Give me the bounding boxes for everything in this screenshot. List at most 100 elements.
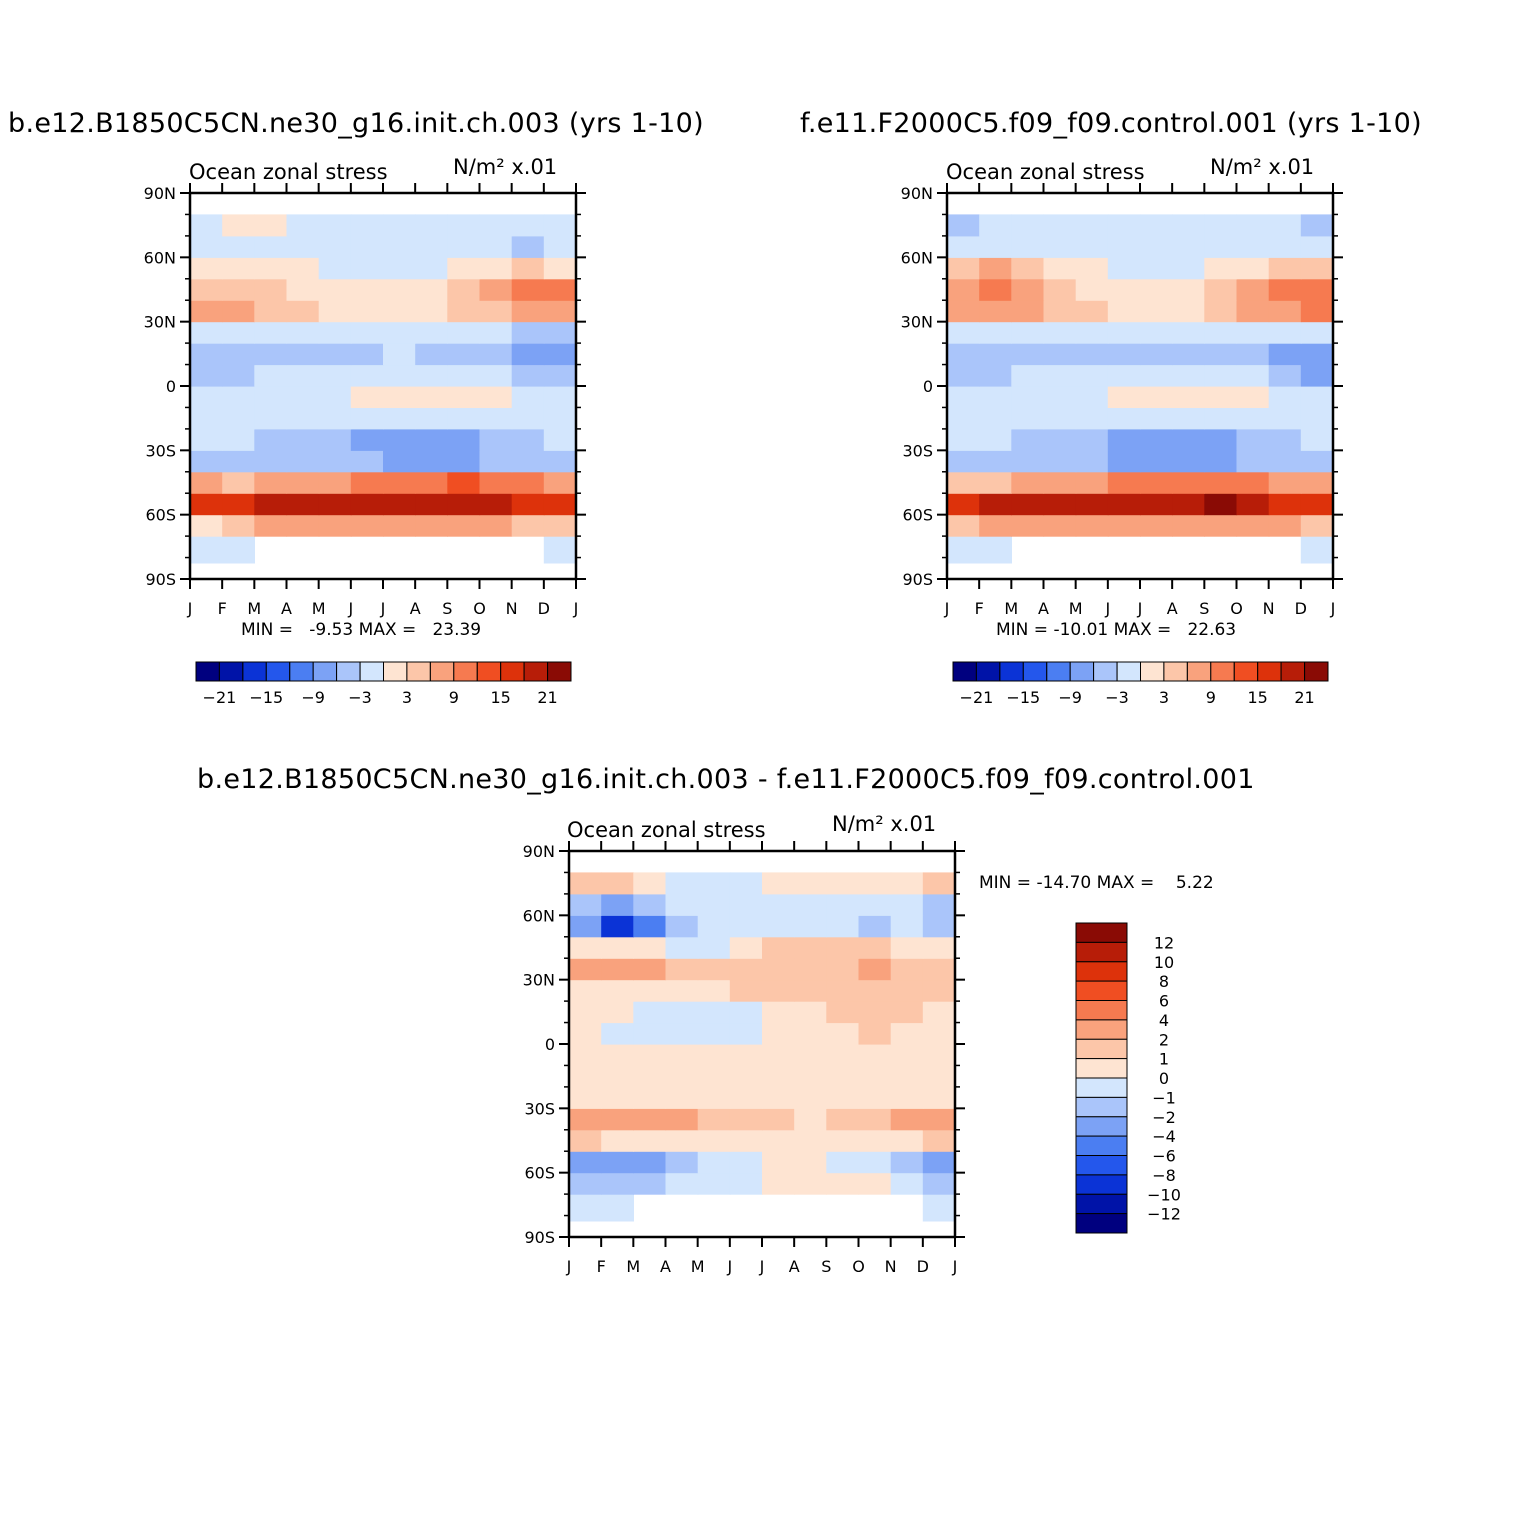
heatmap-cell — [858, 915, 892, 938]
heatmap-cell — [697, 872, 731, 895]
heatmap-cell — [286, 471, 320, 494]
heatmap-cell — [286, 364, 320, 387]
x-tick-label: D — [538, 599, 550, 618]
heatmap-cell — [569, 1194, 602, 1222]
heatmap-cell — [511, 343, 545, 366]
heatmap-cell — [447, 300, 481, 323]
heatmap-cell — [697, 958, 731, 981]
heatmap-cell — [858, 1065, 892, 1088]
heatmap-cell — [979, 321, 1012, 344]
heatmap-cell — [858, 893, 892, 916]
heatmap-cell — [350, 343, 384, 366]
heatmap-cell — [1043, 514, 1077, 537]
heatmap-cell — [633, 1001, 667, 1024]
heatmap-cell — [858, 1044, 892, 1066]
heatmap-cell — [569, 1022, 602, 1045]
heatmap-cell — [1300, 514, 1334, 537]
heatmap-cell — [858, 936, 892, 959]
colorbar-label: 10 — [1154, 953, 1174, 972]
x-tick-label: J — [759, 1257, 765, 1276]
heatmap-cell — [1107, 386, 1141, 408]
heatmap-cell — [1268, 386, 1302, 408]
colorbar-label: −1 — [1152, 1088, 1176, 1107]
heatmap-cell — [1011, 343, 1045, 366]
heatmap-cell — [1268, 257, 1302, 280]
heatmap-cell — [190, 214, 223, 237]
colorbar-swatch — [312, 661, 338, 682]
heatmap-cell — [254, 407, 288, 430]
heatmap-cell — [190, 386, 223, 408]
heatmap-cell — [633, 1151, 667, 1174]
heatmap-cell — [665, 1022, 699, 1045]
heatmap-cell — [858, 1172, 892, 1195]
heatmap-cell — [479, 321, 513, 344]
heatmap-cell — [665, 1172, 699, 1195]
heatmap-cell — [1300, 386, 1334, 408]
colorbar-swatch — [523, 661, 548, 682]
heatmap-cell — [1204, 514, 1238, 537]
heatmap-cell — [947, 450, 980, 473]
heatmap-cell — [858, 1129, 892, 1152]
heatmap-cell — [697, 915, 731, 938]
colorbar-swatch — [1075, 1000, 1128, 1021]
heatmap-cell — [286, 407, 320, 430]
x-tick-label: A — [1038, 599, 1049, 618]
heatmap-cell — [479, 450, 513, 473]
colorbar-label: −8 — [1152, 1166, 1176, 1185]
heatmap-cell — [190, 514, 223, 537]
heatmap-cell — [1236, 407, 1270, 430]
heatmap-cell — [1011, 514, 1045, 537]
heatmap-cell — [601, 958, 634, 981]
heatmap-cell — [1300, 450, 1334, 473]
heatmap-cell — [1204, 343, 1238, 366]
heatmap-cell — [1300, 364, 1334, 387]
heatmap-cell — [1268, 364, 1302, 387]
heatmap-cell — [1011, 235, 1045, 258]
panel2-plot: 90N 60N 30N 0 30S 60S 90S J F M A M J J A S O N D J — [901, 183, 1343, 618]
colorbar-label: 8 — [1159, 972, 1169, 991]
heatmap-cell — [922, 958, 956, 981]
heatmap-cell — [729, 1129, 763, 1152]
y-tick-label: 30S — [902, 441, 933, 460]
heatmap-cell — [1043, 257, 1077, 280]
heatmap-cell — [479, 493, 513, 516]
heatmap-cell — [286, 214, 320, 237]
heatmap-cell — [1140, 278, 1173, 301]
heatmap-cell — [762, 1086, 795, 1109]
heatmap-cell — [543, 450, 577, 473]
heatmap-cell — [190, 536, 223, 564]
heatmap-cell — [569, 1108, 602, 1131]
colorbar-label: 12 — [1154, 933, 1174, 952]
heatmap-cell — [947, 364, 980, 387]
heatmap-cell — [1236, 514, 1270, 537]
heatmap-cell — [286, 514, 320, 537]
heatmap-cell — [633, 893, 667, 916]
heatmap-cell — [1107, 364, 1141, 387]
heatmap-cell — [1172, 386, 1205, 408]
heatmap-cell — [447, 214, 481, 237]
panel2-variable-label: Ocean zonal stress — [946, 160, 1145, 184]
x-tick-label: J — [1137, 599, 1143, 618]
heatmap-cell — [479, 386, 513, 408]
heatmap-cell — [1236, 493, 1270, 516]
heatmap-cell — [1140, 300, 1173, 323]
colorbar-swatch — [1075, 1096, 1128, 1118]
heatmap-cell — [922, 1194, 956, 1222]
y-tick-label: 60N — [901, 248, 933, 267]
heatmap-cell — [1236, 471, 1270, 494]
heatmap-cell — [569, 1065, 602, 1088]
colorbar-swatch — [1075, 1174, 1128, 1195]
heatmap-cell — [254, 278, 288, 301]
heatmap-cell — [1268, 493, 1302, 516]
heatmap-cell — [1204, 493, 1238, 516]
heatmap-cell — [633, 979, 667, 1002]
colorbar-swatch — [242, 661, 267, 682]
heatmap-cell — [890, 1001, 924, 1024]
heatmap-cell — [318, 214, 352, 237]
heatmap-cell — [1043, 364, 1077, 387]
heatmap-cell — [1172, 514, 1205, 537]
y-tick-label: 30N — [523, 971, 555, 990]
heatmap-cell — [601, 1044, 634, 1066]
y-tick-label: 60N — [144, 248, 176, 267]
heatmap-cell — [1075, 514, 1109, 537]
